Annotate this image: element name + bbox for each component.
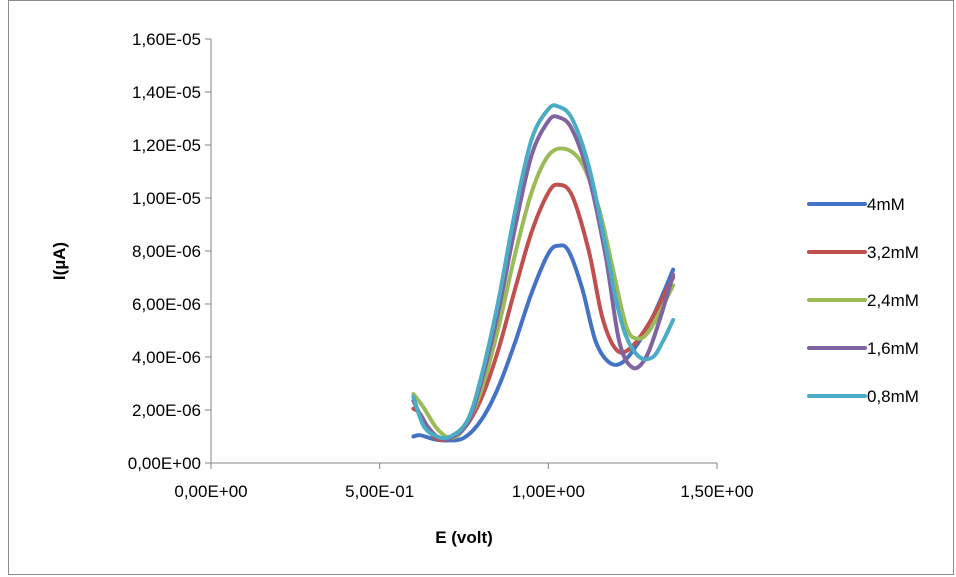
y-tick-label: 8,00E-06	[132, 242, 201, 261]
legend-label: 0,8mM	[867, 387, 919, 406]
x-axis-title: E (volt)	[435, 528, 493, 547]
y-tick-label: 1,20E-05	[132, 136, 201, 155]
x-tick-label: 5,00E-01	[345, 482, 414, 501]
chart-svg: 0,00E+00 2,00E-06 4,00E-06 6,00E-06 8,00E-06…	[50, 30, 919, 547]
y-tick-label: 1,60E-05	[132, 30, 201, 49]
y-axis-title: I(µA)	[50, 242, 69, 280]
y-tick-label: 0,00E+00	[128, 454, 201, 473]
x-tick-label: 1,50E+00	[680, 482, 753, 501]
series-layer	[411, 103, 676, 443]
legend-label: 4mM	[867, 195, 905, 214]
y-tick-label: 2,00E-06	[132, 401, 201, 420]
legend-label: 2,4mM	[867, 291, 919, 310]
x-tick-label: 1,00E+00	[512, 482, 585, 501]
y-tick-label: 1,40E-05	[132, 83, 201, 102]
legend-label: 1,6mM	[867, 339, 919, 358]
legend: 4mM 3,2mM 2,4mM 1,6mM 0,8mM	[807, 195, 919, 406]
series-line-3	[411, 146, 676, 440]
y-tick-label: 4,00E-06	[132, 348, 201, 367]
series-line-2	[411, 182, 676, 442]
x-tick-label: 0,00E+00	[174, 482, 247, 501]
chart-area: 0,00E+00 2,00E-06 4,00E-06 6,00E-06 8,00E-06…	[8, 0, 954, 575]
axis-labels: 0,00E+00 2,00E-06 4,00E-06 6,00E-06 8,00E-06…	[50, 30, 754, 547]
legend-label: 3,2mM	[867, 243, 919, 262]
series-line-5	[411, 103, 676, 441]
y-tick-label: 6,00E-06	[132, 295, 201, 314]
axes	[205, 38, 718, 469]
y-tick-label: 1,00E-05	[132, 189, 201, 208]
